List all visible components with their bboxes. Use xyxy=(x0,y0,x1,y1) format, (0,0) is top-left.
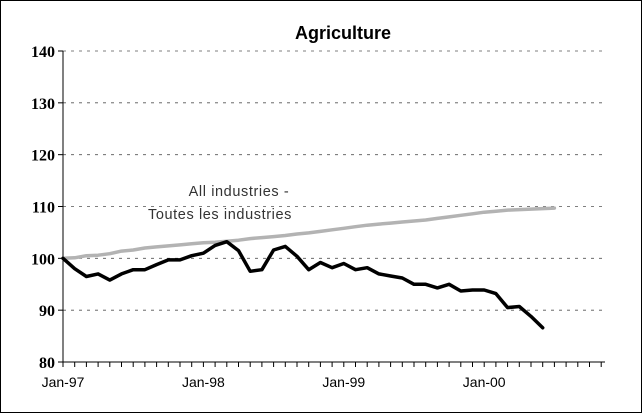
series-line-agriculture xyxy=(61,239,545,330)
annotation-line-1: All industries - xyxy=(189,184,290,200)
axes xyxy=(58,50,605,367)
gridlines xyxy=(63,50,605,311)
y-tick-label: 130 xyxy=(31,96,55,113)
y-tick-label: 140 xyxy=(31,44,55,61)
x-tick-label: Jan-00 xyxy=(463,374,506,390)
x-tick-labels: Jan-97 Jan-98 Jan-99 Jan-00 xyxy=(42,374,506,390)
x-tick-label: Jan-99 xyxy=(322,374,365,390)
annotation: All industries - Toutes les industries xyxy=(148,184,292,223)
y-tick-label: 100 xyxy=(31,251,55,268)
series-line-all-industries xyxy=(61,206,557,261)
y-tick-label: 90 xyxy=(39,303,55,320)
annotation-line-2: Toutes les industries xyxy=(148,207,292,223)
x-tick-label: Jan-97 xyxy=(42,374,85,390)
y-tick-labels: 80 90 100 110 120 130 140 xyxy=(31,44,55,372)
y-tick-label: 120 xyxy=(31,148,55,165)
series-lines xyxy=(61,206,557,330)
y-tick-label: 110 xyxy=(32,200,55,217)
x-tick-label: Jan-98 xyxy=(182,374,225,390)
chart-title: Agriculture xyxy=(295,23,391,43)
y-tick-label: 80 xyxy=(39,355,55,372)
